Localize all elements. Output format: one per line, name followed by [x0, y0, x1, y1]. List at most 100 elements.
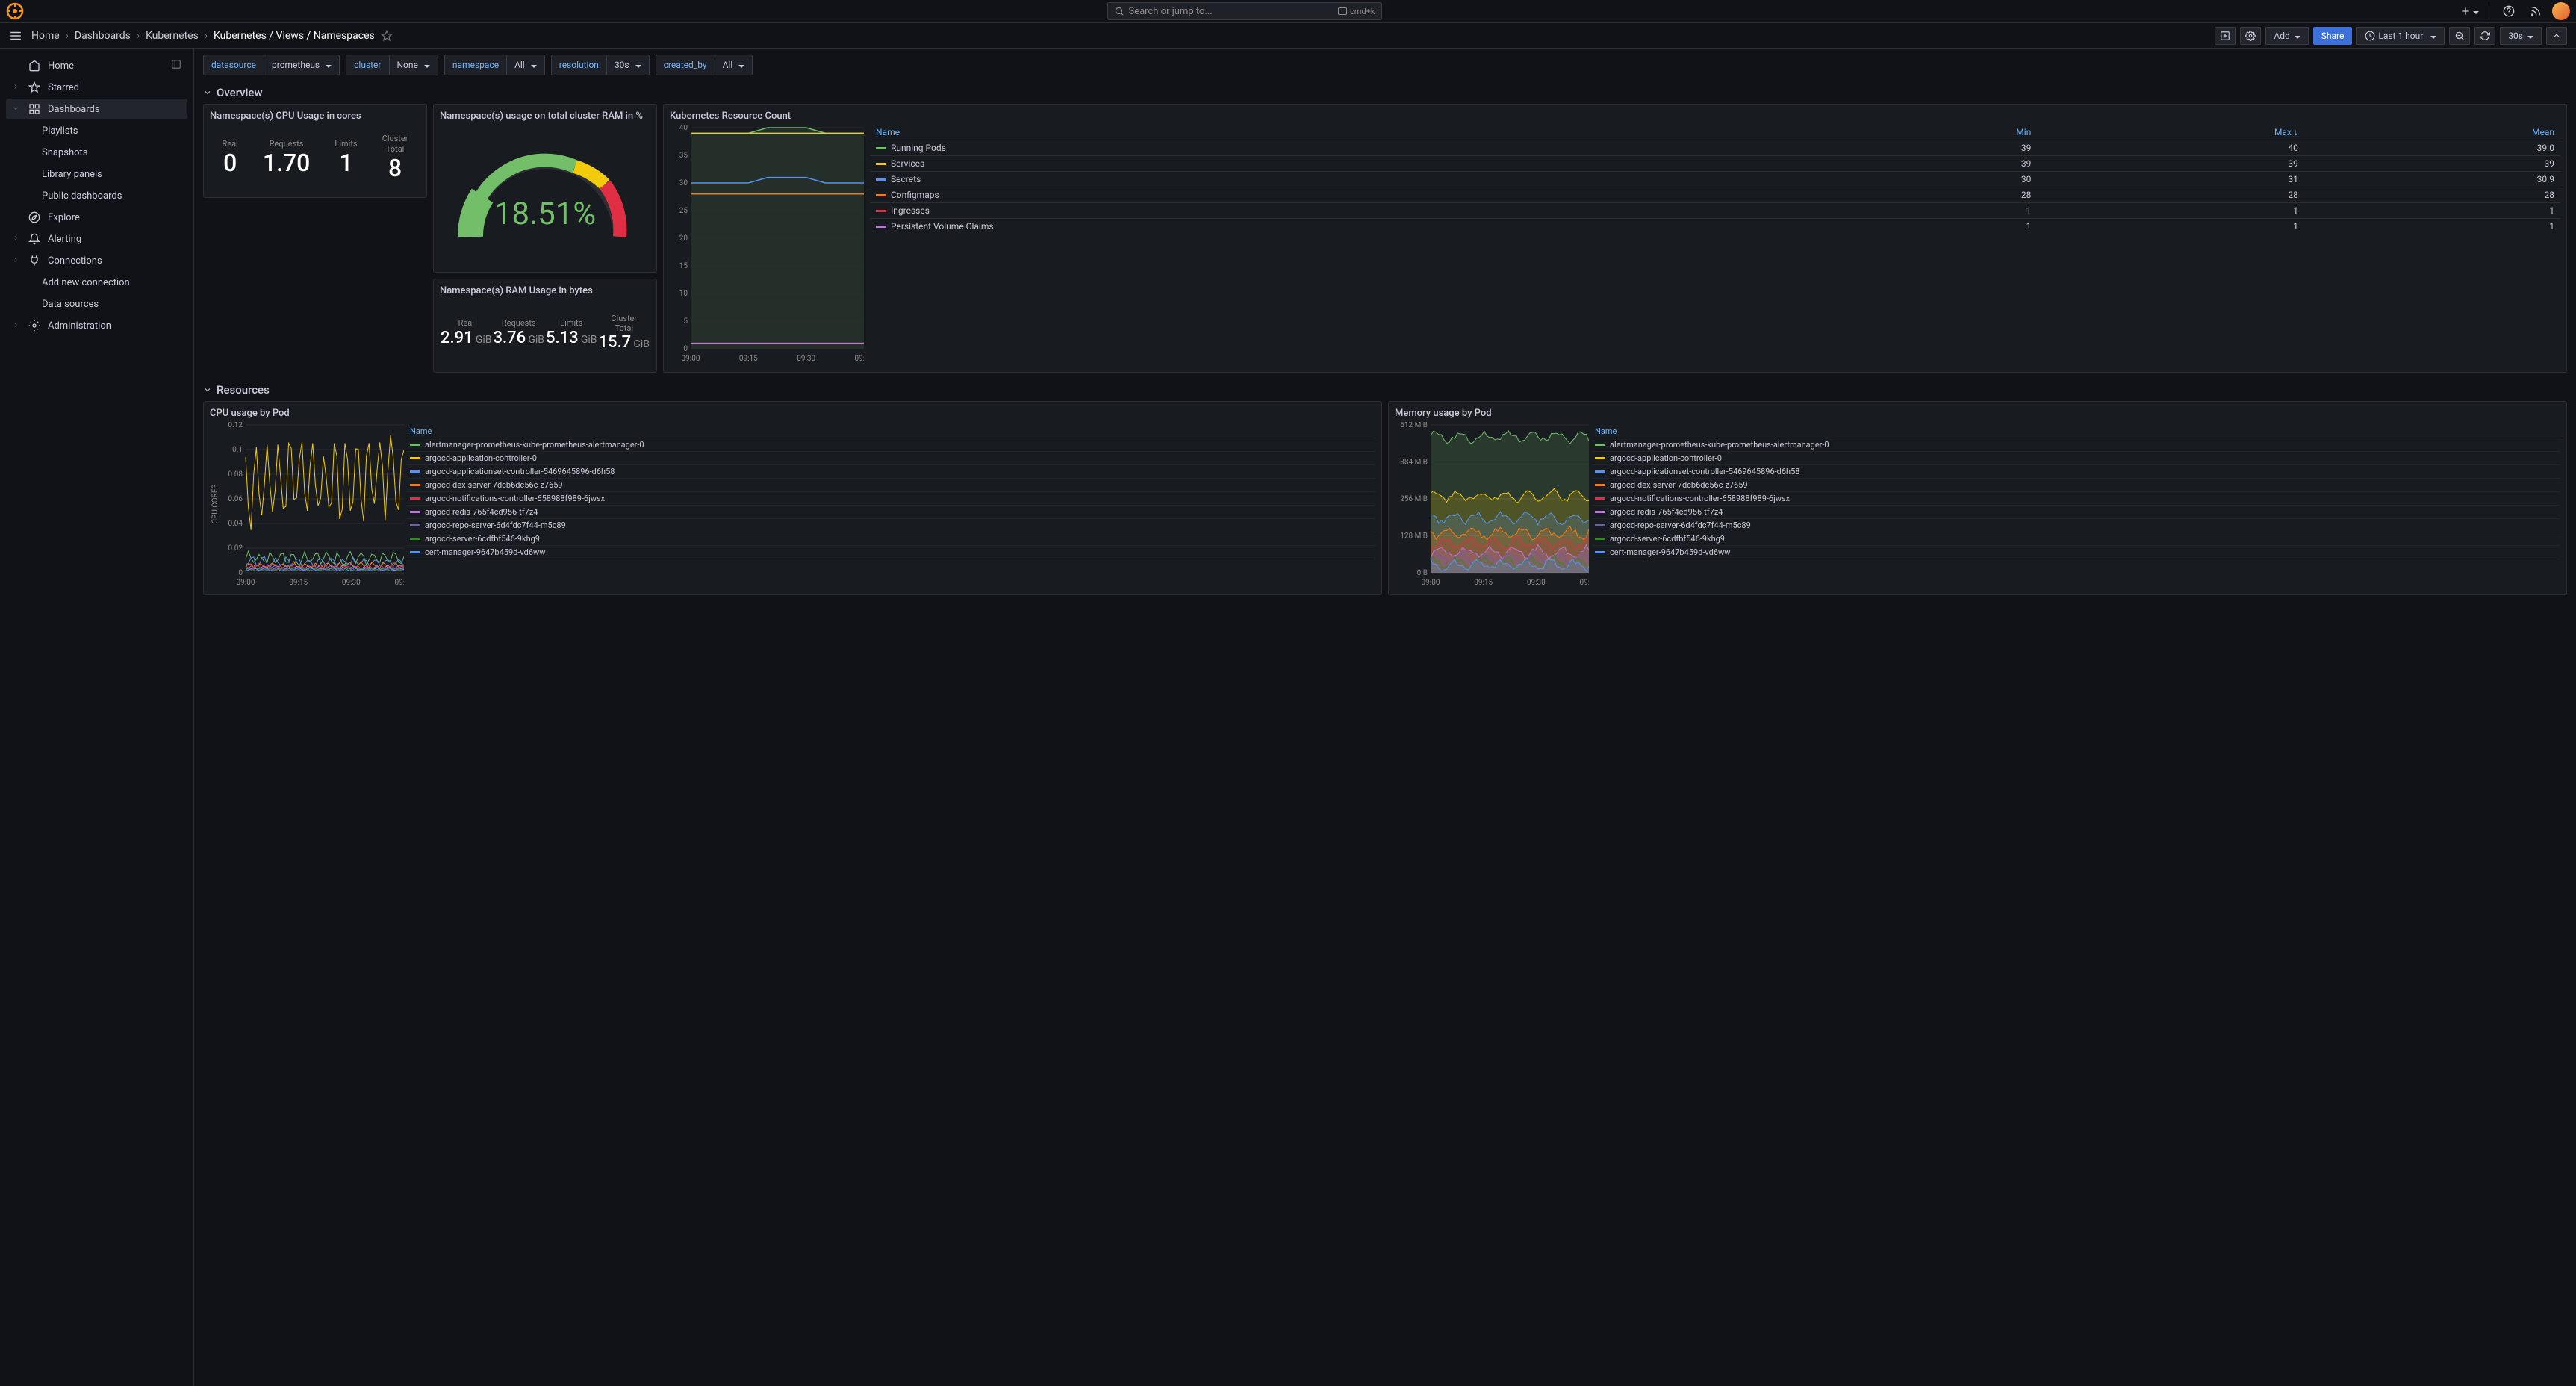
panel-ram-bytes[interactable]: Namespace(s) RAM Usage in bytes Real2.91… [433, 279, 657, 373]
global-search[interactable]: Search or jump to... cmd+k [1107, 2, 1382, 20]
legend-item[interactable]: argocd-server-6cdfbf546-9khg9 [407, 532, 1375, 546]
panel-ram-gauge[interactable]: Namespace(s) usage on total cluster RAM … [433, 104, 657, 273]
legend-item[interactable]: alertmanager-prometheus-kube-prometheus-… [407, 438, 1375, 452]
search-placeholder: Search or jump to... [1129, 6, 1213, 17]
sidebar-item-explore[interactable]: Explore [6, 207, 187, 228]
variable-created_by[interactable]: created_byAll [656, 55, 753, 75]
search-icon [1114, 6, 1124, 16]
news-icon[interactable] [2525, 1, 2546, 22]
refresh-button[interactable] [2474, 27, 2495, 45]
svg-text:256 MiB: 256 MiB [1400, 495, 1428, 503]
table-header[interactable]: Mean [2304, 125, 2560, 140]
topbar: Search or jump to... cmd+k [0, 0, 2576, 23]
user-avatar[interactable] [2552, 2, 2570, 20]
sidebar-item-home[interactable]: Home [6, 55, 187, 76]
legend-item[interactable]: argocd-application-controller-0 [407, 452, 1375, 465]
table-row[interactable]: Persistent Volume Claims111 [870, 219, 2560, 234]
add-dropdown[interactable]: Add [2265, 27, 2308, 45]
legend-item[interactable]: argocd-repo-server-6d4fdc7f44-m5c89 [1592, 519, 2560, 532]
add-menu[interactable] [2459, 1, 2480, 22]
table-header[interactable]: Max ↓ [2037, 125, 2304, 140]
search-shortcut: cmd+k [1338, 7, 1375, 16]
row-overview[interactable]: Overview [203, 81, 2567, 104]
legend-item[interactable]: argocd-notifications-controller-658988f9… [407, 492, 1375, 506]
legend-item[interactable]: argocd-application-controller-0 [1592, 452, 2560, 465]
grafana-logo[interactable] [6, 2, 24, 20]
variable-cluster[interactable]: clusterNone [346, 55, 438, 75]
panel-add-button[interactable] [2215, 27, 2236, 45]
table-row[interactable]: Secrets303130.9 [870, 172, 2560, 187]
table-row[interactable]: Configmaps282828 [870, 187, 2560, 203]
legend-item[interactable]: argocd-redis-765f4cd956-tf7z4 [1592, 506, 2560, 519]
sidebar-item-playlists[interactable]: Playlists [6, 120, 187, 141]
table-header[interactable]: Min [1837, 125, 2038, 140]
refresh-interval[interactable]: 30s [2500, 27, 2542, 45]
sidebar-item-connections[interactable]: Connections [6, 250, 187, 271]
sidebar-item-data-sources[interactable]: Data sources [6, 293, 187, 314]
sidebar-item-snapshots[interactable]: Snapshots [6, 142, 187, 163]
variable-datasource[interactable]: datasourceprometheus [203, 55, 340, 75]
share-button[interactable]: Share [2313, 27, 2353, 45]
panel-mem-by-pod[interactable]: Memory usage by Pod 0 B128 MiB256 MiB384… [1388, 401, 2567, 595]
panel-cpu-usage[interactable]: Namespace(s) CPU Usage in cores Real0Req… [203, 104, 427, 198]
sidebar-label: Data sources [42, 299, 99, 310]
legend-item[interactable]: argocd-server-6cdfbf546-9khg9 [1592, 532, 2560, 546]
dashboard-content: datasourceprometheus clusterNone namespace… [194, 49, 2576, 1386]
svg-text:09:30: 09:30 [342, 579, 361, 586]
sidebar-item-add-new-connection[interactable]: Add new connection [6, 272, 187, 293]
sidebar-item-administration[interactable]: Administration [6, 315, 187, 336]
sidebar-item-starred[interactable]: Starred [6, 77, 187, 98]
panel-resource-count[interactable]: Kubernetes Resource Count 05101520253035… [663, 104, 2567, 373]
sidebar-item-library-panels[interactable]: Library panels [6, 164, 187, 184]
star-dashboard[interactable] [381, 30, 393, 42]
collapse-button[interactable] [2546, 27, 2567, 45]
breadcrumb-home[interactable]: Home [31, 30, 60, 42]
zoom-out-button[interactable] [2449, 27, 2470, 45]
row-resources[interactable]: Resources [203, 379, 2567, 401]
panel-title: Memory usage by Pod [1395, 408, 2560, 419]
menu-toggle[interactable] [9, 29, 22, 43]
svg-text:25: 25 [679, 207, 688, 215]
legend-item[interactable]: argocd-applicationset-controller-5469645… [1592, 465, 2560, 479]
sidebar-item-dashboards[interactable]: Dashboards [6, 99, 187, 119]
stat: Requests3.76 GiB [493, 318, 544, 346]
panel-title: Kubernetes Resource Count [670, 111, 2560, 122]
variable-bar: datasourceprometheus clusterNone namespace… [203, 55, 2567, 75]
table-row[interactable]: Running Pods394039.0 [870, 140, 2560, 156]
panel-cpu-by-pod[interactable]: CPU usage by Pod 00.020.040.060.080.10.1… [203, 401, 1382, 595]
legend-item[interactable]: cert-manager-9647b459d-vd6ww [407, 546, 1375, 559]
svg-text:0: 0 [238, 569, 243, 577]
stat: ClusterTotal15.7 GiB [598, 314, 650, 352]
sidebar-item-public-dashboards[interactable]: Public dashboards [6, 185, 187, 206]
legend-item[interactable]: argocd-dex-server-7dcb6dc56c-z7659 [407, 479, 1375, 492]
legend-item[interactable]: cert-manager-9647b459d-vd6ww [1592, 546, 2560, 559]
variable-namespace[interactable]: namespaceAll [444, 55, 545, 75]
svg-text:09:45: 09:45 [395, 579, 404, 586]
legend-item[interactable]: argocd-notifications-controller-658988f9… [1592, 492, 2560, 506]
legend-item[interactable]: argocd-dex-server-7dcb6dc56c-z7659 [1592, 479, 2560, 492]
svg-text:09:00: 09:00 [682, 355, 700, 363]
legend-item[interactable]: argocd-redis-765f4cd956-tf7z4 [407, 506, 1375, 519]
sidebar-label: Public dashboards [42, 190, 122, 202]
svg-text:384 MiB: 384 MiB [1400, 459, 1428, 467]
svg-text:0.08: 0.08 [228, 470, 243, 479]
svg-text:0.1: 0.1 [232, 446, 243, 454]
settings-button[interactable] [2240, 27, 2261, 45]
svg-text:09:45: 09:45 [855, 355, 864, 363]
legend-item[interactable]: argocd-repo-server-6d4fdc7f44-m5c89 [407, 519, 1375, 532]
breadcrumb-dashboards[interactable]: Dashboards [75, 30, 131, 42]
table-header[interactable]: Name [870, 125, 1837, 140]
table-row[interactable]: Services393939 [870, 156, 2560, 172]
variable-resolution[interactable]: resolution30s [551, 55, 650, 75]
table-row[interactable]: Ingresses111 [870, 203, 2560, 219]
help-icon[interactable] [2498, 1, 2519, 22]
breadcrumb-kubernetes[interactable]: Kubernetes [146, 30, 199, 42]
legend-item[interactable]: alertmanager-prometheus-kube-prometheus-… [1592, 438, 2560, 452]
legend-item[interactable]: argocd-applicationset-controller-5469645… [407, 465, 1375, 479]
breadcrumb-bar: Home › Dashboards › Kubernetes › Kuberne… [0, 23, 2576, 49]
svg-text:0.04: 0.04 [228, 520, 243, 528]
time-range-picker[interactable]: Last 1 hour [2356, 27, 2445, 45]
panel-title: Namespace(s) CPU Usage in cores [210, 111, 420, 122]
sidebar-item-alerting[interactable]: Alerting [6, 229, 187, 249]
svg-text:09:30: 09:30 [797, 355, 815, 363]
